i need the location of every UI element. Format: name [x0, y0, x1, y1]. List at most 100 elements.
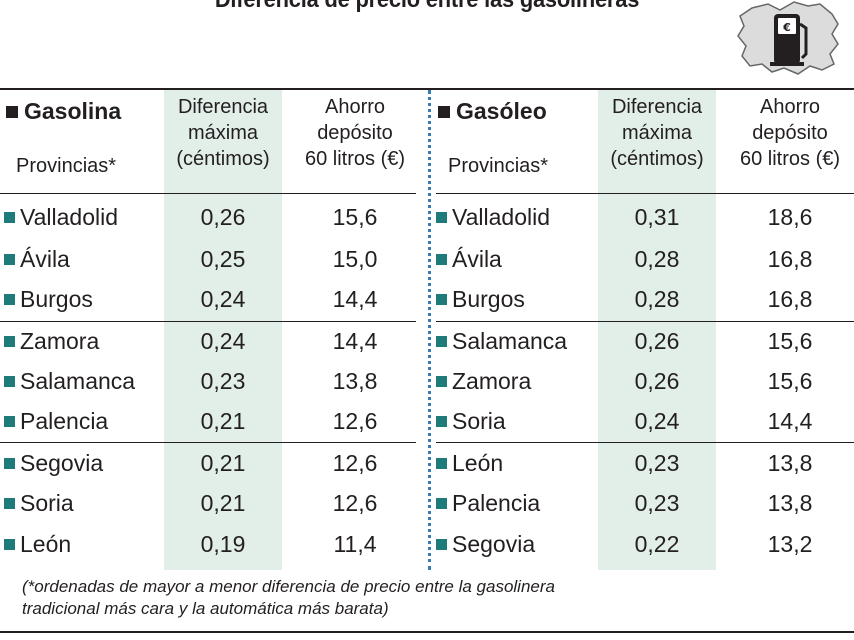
row-marker-icon — [436, 336, 447, 347]
province-name: Zamora — [20, 328, 100, 354]
table-row: Valladolid 0,26 15,6 — [0, 198, 425, 238]
diferencia-cell: 0,22 — [634, 531, 680, 557]
header-rule-gasoleo — [436, 193, 854, 194]
table-row: Segovia 0,21 12,6 — [0, 444, 425, 484]
diferencia-cell: 0,21 — [200, 450, 246, 476]
table-row: Ávila 0,25 15,0 — [0, 240, 425, 280]
province-cell: Segovia — [436, 531, 535, 558]
diferencia-cell: 0,24 — [200, 286, 246, 312]
table-gasoleo: Gasóleo Provincias* Diferencia máxima (c… — [432, 90, 854, 570]
group-rule-gasolina — [0, 321, 416, 322]
fuel-pump-map-icon: € — [737, 1, 839, 75]
ahorro-cell: 12,6 — [332, 408, 378, 434]
province-name: Segovia — [20, 450, 104, 476]
header-line: Ahorro — [759, 96, 821, 118]
table-title-gasoleo: Gasóleo — [438, 98, 547, 125]
row-marker-icon — [436, 458, 447, 469]
header-line: Ahorro — [324, 96, 386, 118]
header-line: depósito — [752, 122, 828, 144]
province-name: Ávila — [452, 246, 502, 272]
province-cell: Soria — [436, 408, 506, 435]
svg-text:€: € — [782, 21, 791, 34]
diferencia-cell: 0,26 — [200, 204, 246, 230]
table-row: Burgos 0,24 14,4 — [0, 280, 425, 320]
panel-divider — [428, 90, 431, 570]
row-marker-icon — [4, 376, 15, 387]
row-marker-icon — [436, 294, 447, 305]
province-cell: Palencia — [436, 490, 540, 517]
table-name: Gasolina — [24, 98, 122, 124]
header-line: Diferencia — [177, 96, 269, 118]
row-marker-icon — [4, 254, 15, 265]
table-row: Palencia 0,23 13,8 — [432, 484, 854, 524]
diferencia-cell: 0,19 — [200, 531, 246, 557]
table-title-gasolina: Gasolina — [6, 98, 121, 125]
header-rule-gasolina — [0, 193, 416, 194]
row-marker-icon — [4, 498, 15, 509]
table-row: Zamora 0,24 14,4 — [0, 322, 425, 362]
ahorro-cell: 13,8 — [767, 450, 813, 476]
row-marker-icon — [4, 294, 15, 305]
diferencia-cell: 0,24 — [200, 328, 246, 354]
table-row: Valladolid 0,31 18,6 — [432, 198, 854, 238]
ahorro-cell: 15,6 — [332, 204, 378, 230]
province-cell: Soria — [4, 490, 74, 517]
bullet-icon — [6, 105, 18, 118]
header-line: 60 litros (€) — [739, 148, 841, 170]
diferencia-header: Diferencia máxima (céntimos) — [164, 94, 282, 172]
ahorro-cell: 14,4 — [332, 286, 378, 312]
province-cell: Valladolid — [436, 204, 550, 231]
header-line: máxima — [621, 122, 692, 144]
ahorro-cell: 13,2 — [767, 531, 813, 557]
province-cell: Zamora — [436, 368, 531, 395]
col-shade-gasoleo — [598, 90, 716, 570]
province-cell: León — [4, 531, 71, 558]
province-cell: Burgos — [436, 286, 525, 313]
province-name: Burgos — [452, 286, 525, 312]
col-shade-gasolina — [164, 90, 282, 570]
provincias-header: Provincias* — [448, 155, 549, 177]
footnote-line: (*ordenadas de mayor a menor diferencia … — [22, 577, 555, 596]
ahorro-cell: 15,0 — [332, 246, 378, 272]
diferencia-cell: 0,21 — [200, 490, 246, 516]
diferencia-cell: 0,31 — [634, 204, 680, 230]
province-name: Palencia — [452, 490, 541, 516]
province-name: Soria — [452, 408, 506, 434]
header-line: 60 litros (€) — [304, 148, 406, 170]
diferencia-cell: 0,26 — [634, 368, 680, 394]
row-marker-icon — [436, 254, 447, 265]
row-marker-icon — [4, 458, 15, 469]
header-line: máxima — [187, 122, 258, 144]
diferencia-cell: 0,24 — [634, 408, 680, 434]
footnote-line: tradicional más cara y la automática más… — [22, 599, 389, 618]
provincias-header: Provincias* — [16, 155, 117, 177]
diferencia-cell: 0,21 — [200, 408, 246, 434]
table-row: León 0,19 11,4 — [0, 525, 425, 565]
table-row: León 0,23 13,8 — [432, 444, 854, 484]
top-rule — [0, 88, 854, 90]
province-cell: Ávila — [436, 246, 502, 273]
diferencia-cell: 0,28 — [634, 286, 680, 312]
province-name: León — [452, 450, 504, 476]
diferencia-header: Diferencia máxima (céntimos) — [598, 94, 716, 172]
chart-title: Diferencia de precio entre las gasoliner… — [21, 0, 832, 13]
ahorro-cell: 12,6 — [332, 490, 378, 516]
ahorro-cell: 16,8 — [767, 246, 813, 272]
province-name: Zamora — [452, 368, 532, 394]
table-gasolina: Gasolina Provincias* Diferencia máxima (… — [0, 90, 425, 570]
footnote: (*ordenadas de mayor a menor diferencia … — [22, 576, 622, 620]
ahorro-cell: 14,4 — [332, 328, 378, 354]
ahorro-header: Ahorro depósito 60 litros (€) — [292, 94, 418, 172]
header-line: (céntimos) — [176, 148, 270, 170]
group-rule-gasoleo — [436, 442, 854, 443]
province-cell: Burgos — [4, 286, 93, 313]
row-marker-icon — [4, 336, 15, 347]
province-name: Soria — [20, 490, 74, 516]
ahorro-cell: 14,4 — [767, 408, 813, 434]
province-name: León — [20, 531, 72, 557]
row-marker-icon — [436, 416, 447, 427]
table-row: Zamora 0,26 15,6 — [432, 362, 854, 402]
table-row: Soria 0,24 14,4 — [432, 402, 854, 442]
table-row: Palencia 0,21 12,6 — [0, 402, 425, 442]
ahorro-cell: 15,6 — [767, 328, 813, 354]
